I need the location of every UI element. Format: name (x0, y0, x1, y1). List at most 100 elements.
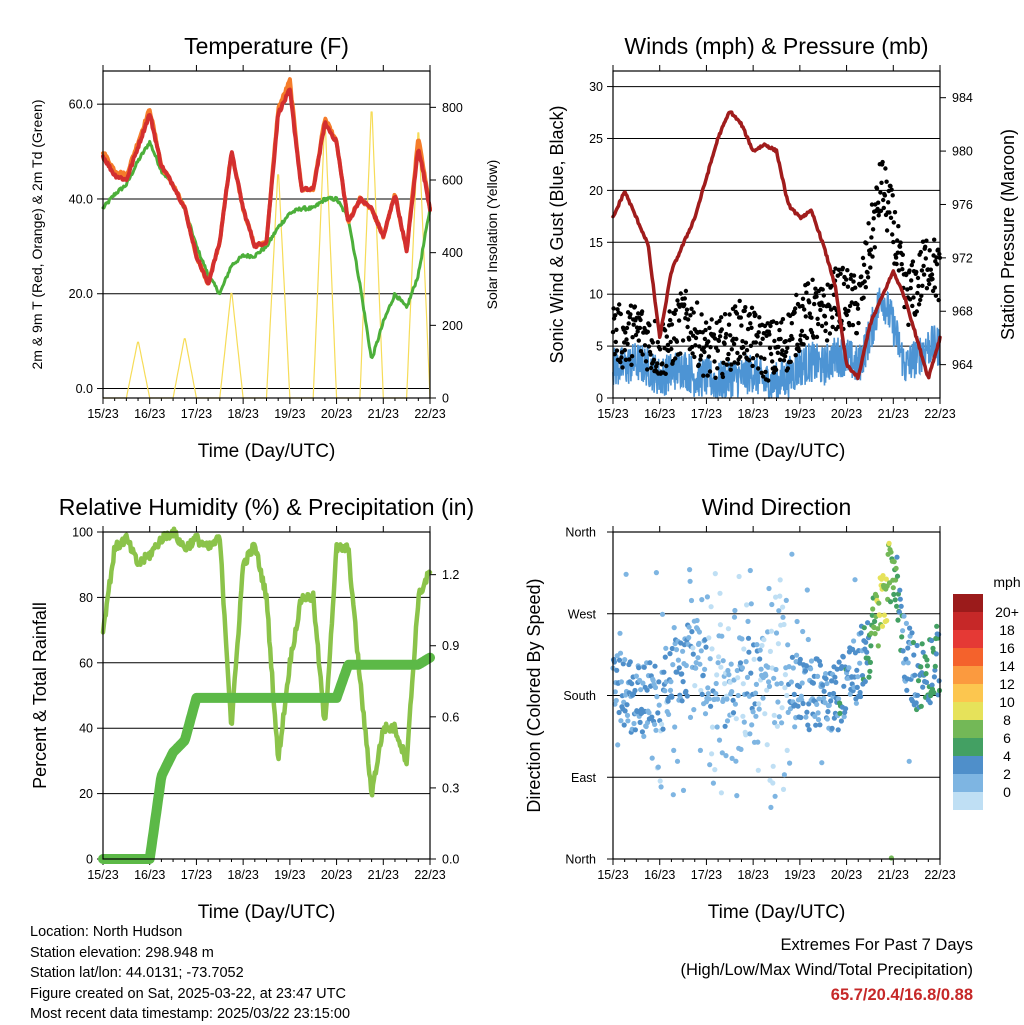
wind-gust-point (851, 273, 857, 278)
dir-point (621, 722, 627, 728)
wind-gust-point (615, 307, 620, 312)
dir-point (804, 587, 810, 593)
wind-gust-point (729, 362, 734, 367)
dir-point (688, 597, 695, 604)
dir-point (933, 651, 939, 657)
dir-point (716, 654, 722, 660)
created-text: Figure created on Sat, 2025-03-22, at 23… (30, 985, 346, 1002)
wind-gust-point (915, 290, 920, 296)
wind-gust-point (930, 288, 936, 294)
dir-point (779, 705, 785, 711)
dir-point (895, 617, 901, 623)
wind-gust-point (871, 216, 876, 221)
dir-point (661, 669, 667, 675)
wind-gust-point (919, 268, 925, 273)
wind-gust-point (798, 337, 803, 343)
wind-gust-point (698, 353, 704, 358)
dir-point (838, 718, 845, 724)
wind-gust-point (855, 302, 860, 307)
dir-point (821, 695, 827, 701)
wind-ytick-label: 5 (596, 340, 603, 354)
dir-point (858, 630, 864, 636)
dir-point (737, 660, 744, 666)
wind-gust-point (869, 235, 874, 240)
wind-gust-point (819, 323, 825, 329)
wind-gust-point (818, 307, 823, 313)
dir-point (650, 677, 656, 684)
dir-point (723, 753, 729, 759)
wind-gust-point (665, 342, 671, 348)
wind-gust-point (896, 224, 901, 229)
dir-point (918, 664, 924, 670)
dir-point (654, 694, 660, 700)
wind-gust-point (720, 374, 726, 380)
dir-point (815, 710, 821, 716)
wind-gust-point (742, 308, 747, 313)
wind-gust-point (697, 344, 702, 349)
rh-ytick-label: 0 (86, 853, 93, 867)
dir-point (632, 687, 638, 694)
dir-point (824, 680, 830, 687)
wind-gust-point (688, 313, 693, 318)
wind-gust-point (868, 247, 874, 252)
dir-point (857, 689, 863, 696)
wind-ytick-label: 15 (589, 236, 603, 250)
wind-gust-point (823, 328, 828, 334)
dir-point (674, 758, 681, 764)
dir-point (773, 666, 779, 673)
dir-point (915, 678, 922, 684)
dir-point (891, 591, 897, 598)
dir-point (641, 733, 647, 740)
dir-point (870, 606, 876, 612)
wind-gust-point (932, 285, 937, 290)
dir-point (901, 660, 907, 666)
wind-gust-point (759, 370, 764, 375)
wind-gust-point (702, 349, 707, 355)
dir-point (904, 687, 910, 693)
dir-point (686, 624, 692, 630)
dir-point (868, 630, 874, 636)
dir-point (761, 637, 767, 643)
wind-gust-point (915, 275, 921, 281)
dir-point (725, 626, 732, 632)
temp-xtick-label: 15/23 (87, 407, 118, 421)
wind-gust-point (705, 373, 710, 378)
wind-gust-point (630, 335, 635, 340)
temp-ytick-label: 40.0 (69, 192, 93, 206)
wind-gust-point (932, 237, 937, 242)
temp-series-solar-insolation (102, 111, 431, 399)
wind-gust-point (771, 319, 776, 324)
wind-gust-point (731, 341, 737, 347)
dir-point (702, 666, 708, 672)
wind-gust-point (840, 265, 845, 271)
dir-point (782, 672, 789, 678)
dir-point (766, 683, 773, 690)
rh-ytick-label: 80 (79, 591, 93, 605)
dir-point (783, 597, 789, 604)
dir-point (841, 714, 847, 720)
temp-xtick-label: 19/23 (274, 407, 305, 421)
wind-gust-point (904, 272, 909, 278)
wind-gust-point (673, 356, 678, 361)
wind-gust-point (678, 291, 683, 296)
dir-point (712, 571, 718, 577)
dir-point (636, 665, 642, 671)
dir-point (892, 597, 898, 603)
wind-gust-point (823, 321, 829, 326)
dir-point (748, 601, 754, 607)
wind-gust-point (693, 335, 699, 341)
wind-gust-point (717, 318, 722, 324)
dir-point (766, 679, 772, 685)
wind-gust-point (689, 306, 694, 311)
wind-gust-point (888, 183, 893, 189)
wind-gust-point (863, 285, 868, 290)
dir-point (813, 722, 819, 728)
wind-gust-point (748, 343, 754, 348)
dir-point (894, 573, 901, 579)
wind-gust-point (920, 239, 926, 244)
wind-gust-point (923, 244, 928, 249)
dir-point (782, 685, 788, 691)
wind-series-pressure (611, 110, 942, 381)
dir-point (751, 656, 757, 662)
dir-point (867, 659, 874, 666)
